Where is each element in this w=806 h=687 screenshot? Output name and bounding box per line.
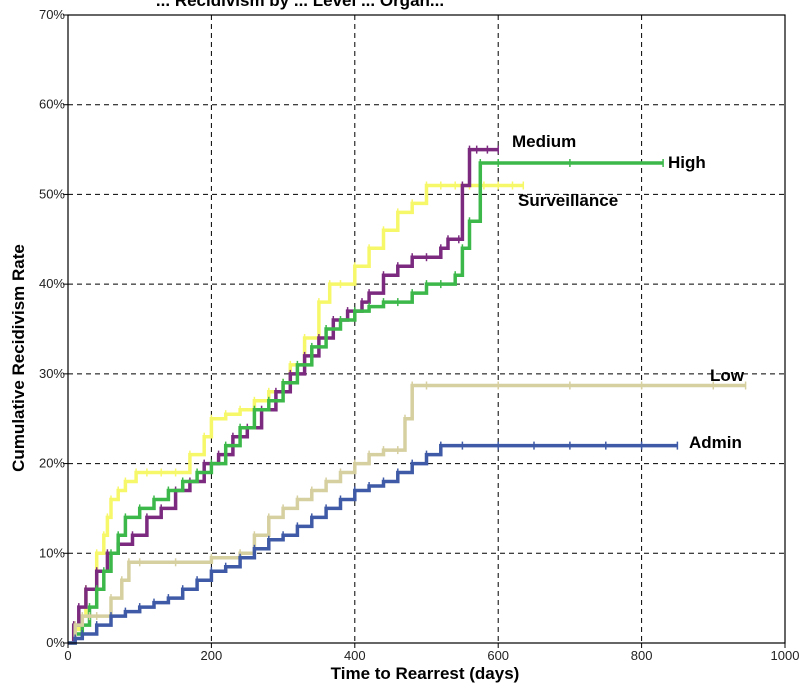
y-axis-title: Cumulative Recidivism Rate [9, 244, 28, 472]
chart-title: ... Recidivism by ... Level ... Organ... [156, 0, 444, 10]
x-tick-label: 200 [201, 648, 223, 663]
series-line-low [68, 383, 746, 645]
series-line-admin [68, 443, 678, 645]
series-label-surveillance: Surveillance [518, 191, 618, 210]
series-group [68, 145, 747, 645]
x-tick-label: 400 [344, 648, 366, 663]
series-label-admin: Admin [689, 433, 742, 452]
series-label-low: Low [710, 366, 745, 385]
y-tick-label: 70% [39, 7, 65, 22]
series-label-high: High [668, 153, 706, 172]
y-tick-label: 0% [46, 635, 65, 650]
y-tick-label: 40% [39, 276, 65, 291]
x-axis-title: Time to Rearrest (days) [331, 664, 520, 683]
y-tick-label: 20% [39, 456, 65, 471]
plot-frame [67, 14, 786, 644]
x-tick-label: 600 [487, 648, 509, 663]
series-line-high [68, 161, 664, 645]
x-tick-label: 800 [631, 648, 653, 663]
series-label-medium: Medium [512, 132, 576, 151]
y-tick-label: 60% [39, 97, 65, 112]
series-labels: Medium High Surveillance Low Admin [512, 132, 745, 452]
axis-ticks: 0 200 400 600 800 1000 0% 10% 20% 30% 40% 50% 60% 70% [39, 7, 799, 663]
grid [68, 15, 785, 643]
x-tick-label: 1000 [771, 648, 800, 663]
y-tick-label: 50% [39, 186, 65, 201]
y-tick-label: 10% [39, 545, 65, 560]
y-tick-label: 30% [39, 366, 65, 381]
x-tick-label: 0 [64, 648, 71, 663]
